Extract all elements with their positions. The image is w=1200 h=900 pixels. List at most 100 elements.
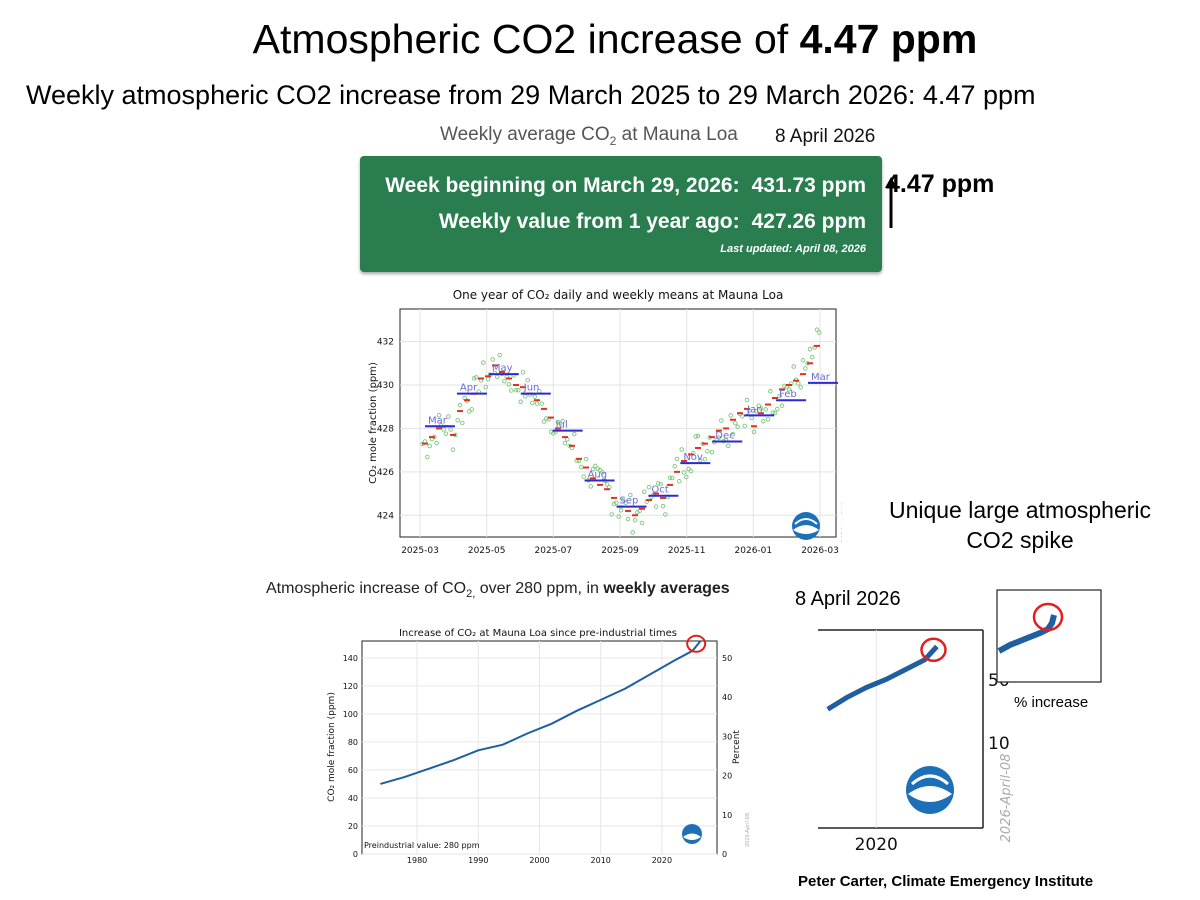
- month-label: May: [492, 363, 513, 374]
- daily-point: [716, 435, 722, 440]
- month-label: Dec: [715, 430, 734, 441]
- daily-point: [583, 456, 589, 462]
- daily-point: [763, 407, 768, 412]
- daily-point: [726, 443, 731, 449]
- daily-point: [600, 470, 605, 475]
- month-label: Jan: [746, 404, 762, 415]
- page-title-value: 4.47 ppm: [799, 16, 978, 62]
- x-tick-label: 2025-11: [668, 546, 706, 556]
- daily-point: [469, 407, 474, 412]
- chart1-title: One year of CO₂ daily and weekly means a…: [453, 288, 784, 302]
- long-chart-heading: Atmospheric increase of CO2, over 280 pp…: [266, 580, 730, 600]
- daily-point: [688, 468, 694, 474]
- x-tick-label: 2010: [591, 856, 611, 865]
- chart1-frame: [399, 308, 837, 538]
- daily-point: [604, 482, 610, 487]
- noaa-logo-icon: [682, 824, 702, 844]
- x-tick-label: 1990: [468, 856, 488, 865]
- inset-co2-line: [997, 614, 1057, 654]
- daily-point: [695, 433, 701, 439]
- y-right-tick-label: 10: [722, 811, 732, 820]
- daily-point: [810, 354, 815, 360]
- last-updated: Last updated: April 08, 2026: [720, 243, 866, 255]
- daily-point: [448, 427, 453, 432]
- daily-point: [642, 489, 647, 494]
- x-tick-label: 2025-05: [468, 546, 506, 556]
- zoomed-co2-line: [826, 644, 939, 712]
- daily-point: [733, 420, 738, 426]
- daily-point: [735, 424, 740, 430]
- daily-point: [672, 464, 677, 469]
- card-heading-sub: 2: [609, 133, 617, 148]
- daily-point: [693, 434, 698, 439]
- daily-point: [632, 517, 638, 523]
- y-tick-label: 426: [377, 468, 394, 478]
- daily-point: [562, 440, 568, 446]
- y-right-tick-label: 10: [988, 734, 1010, 754]
- x-tick-label: 2025-03: [401, 546, 439, 556]
- y-tick-label: 120: [343, 682, 358, 691]
- chart1-y-axis-label: CO₂ mole fraction (ppm): [368, 362, 379, 484]
- daily-point: [427, 443, 432, 449]
- card-date: 8 April 2026: [775, 126, 876, 147]
- month-label: Sep: [620, 496, 639, 507]
- chart2-title: Increase of CO₂ at Mauna Loa since pre-i…: [399, 628, 677, 639]
- daily-point: [590, 466, 596, 472]
- daily-point: [798, 385, 803, 390]
- daily-point: [709, 450, 715, 455]
- chart2-y-axis-label-right: Percent: [732, 730, 742, 764]
- daily-point: [817, 330, 822, 335]
- daily-point: [614, 500, 619, 506]
- daily-point: [443, 431, 449, 436]
- year-ago-value: 427.26 ppm: [751, 210, 866, 233]
- daily-point: [597, 467, 603, 473]
- y-tick-label: 20: [348, 822, 358, 831]
- month-label: Mar: [428, 415, 448, 426]
- y-right-tick-label: 50: [722, 654, 732, 663]
- chart2-annotation: Preindustrial value: 280 ppm: [364, 841, 480, 850]
- x-tick-label: 2000: [529, 856, 549, 865]
- daily-point: [539, 401, 544, 406]
- daily-point: [698, 458, 703, 463]
- y-tick-label: 60: [348, 766, 358, 775]
- daily-point: [751, 429, 757, 435]
- daily-point: [534, 401, 540, 406]
- long-chart-heading-bold: weekly averages: [603, 580, 730, 597]
- daily-point: [555, 419, 561, 425]
- chart3-watermark: 2026-April-08: [999, 754, 1014, 843]
- daily-point: [754, 409, 759, 414]
- daily-point: [455, 418, 460, 423]
- x-tick-label: 2026-03: [801, 546, 839, 556]
- x-tick-label: 2025-09: [601, 546, 639, 556]
- daily-point: [656, 481, 661, 486]
- daily-point: [497, 352, 502, 358]
- daily-point: [457, 402, 463, 408]
- daily-point: [670, 475, 675, 481]
- y-tick-label: 432: [377, 338, 394, 348]
- daily-point: [532, 394, 537, 399]
- daily-point: [481, 360, 486, 365]
- daily-point: [679, 447, 684, 452]
- daily-point: [758, 406, 764, 411]
- inset-spike-circle: [1032, 602, 1064, 632]
- daily-point: [639, 520, 645, 526]
- month-label: Oct: [651, 485, 668, 496]
- y-tick-label: 428: [377, 424, 394, 434]
- daily-point: [786, 387, 792, 392]
- daily-point: [686, 466, 691, 472]
- daily-point: [702, 456, 708, 462]
- daily-point: [705, 449, 710, 454]
- y-tick-label: 100: [343, 710, 358, 719]
- x-tick-label: 1980: [407, 856, 427, 865]
- daily-point: [616, 514, 621, 519]
- long-chart-heading-sub: 2,: [466, 588, 476, 601]
- daily-point: [523, 394, 528, 399]
- long-chart-heading-mid: over 280 ppm, in: [475, 580, 604, 597]
- daily-point: [516, 387, 521, 393]
- y-tick-label: 40: [348, 794, 358, 803]
- daily-point: [581, 474, 586, 479]
- month-label: Jul: [555, 420, 568, 431]
- spike-note: Unique large atmospheric CO2 spike: [888, 497, 1152, 553]
- daily-point: [756, 403, 761, 408]
- chart2-y-axis-label: CO₂ mole fraction (ppm): [327, 692, 337, 802]
